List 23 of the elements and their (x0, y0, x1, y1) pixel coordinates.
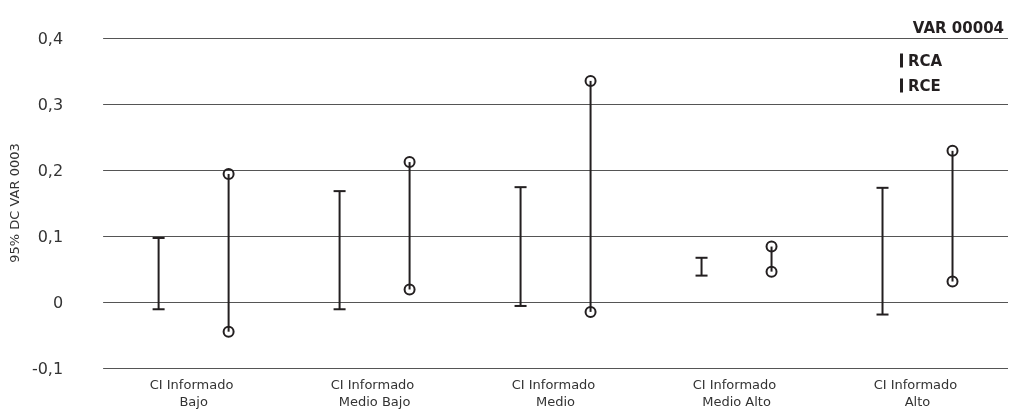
x-tick-label: CI Informado Medio Bajo (330, 377, 419, 409)
bar (589, 80, 592, 312)
legend-label: RCA (908, 51, 943, 70)
y-tick-label: 0,1 (37, 226, 64, 246)
bar (338, 191, 341, 310)
bar (881, 187, 884, 315)
x-tick-label: CI Informado Bajo (149, 377, 238, 409)
legend-title: VAR 00004 (912, 18, 1005, 37)
bar (951, 150, 954, 282)
bar (157, 237, 160, 310)
bar (408, 162, 411, 290)
y-tick-label: 0,3 (37, 94, 64, 114)
x-tick-label: CI Informado Alto (873, 377, 962, 409)
y-axis-title: 95% DC VAR 0003 (7, 143, 22, 263)
y-tick-label: -0,1 (31, 358, 64, 378)
y-tick-label: 0 (52, 292, 64, 312)
y-tick-label: 0,4 (37, 28, 64, 48)
x-tick-label: CI Informado Medio Alto (692, 377, 781, 409)
bar (227, 173, 230, 332)
bar (519, 187, 522, 306)
y-tick-label: 0,2 (37, 160, 64, 180)
x-tick-label: CI Informado Medio (511, 377, 600, 409)
legend-label: RCE (908, 76, 941, 95)
